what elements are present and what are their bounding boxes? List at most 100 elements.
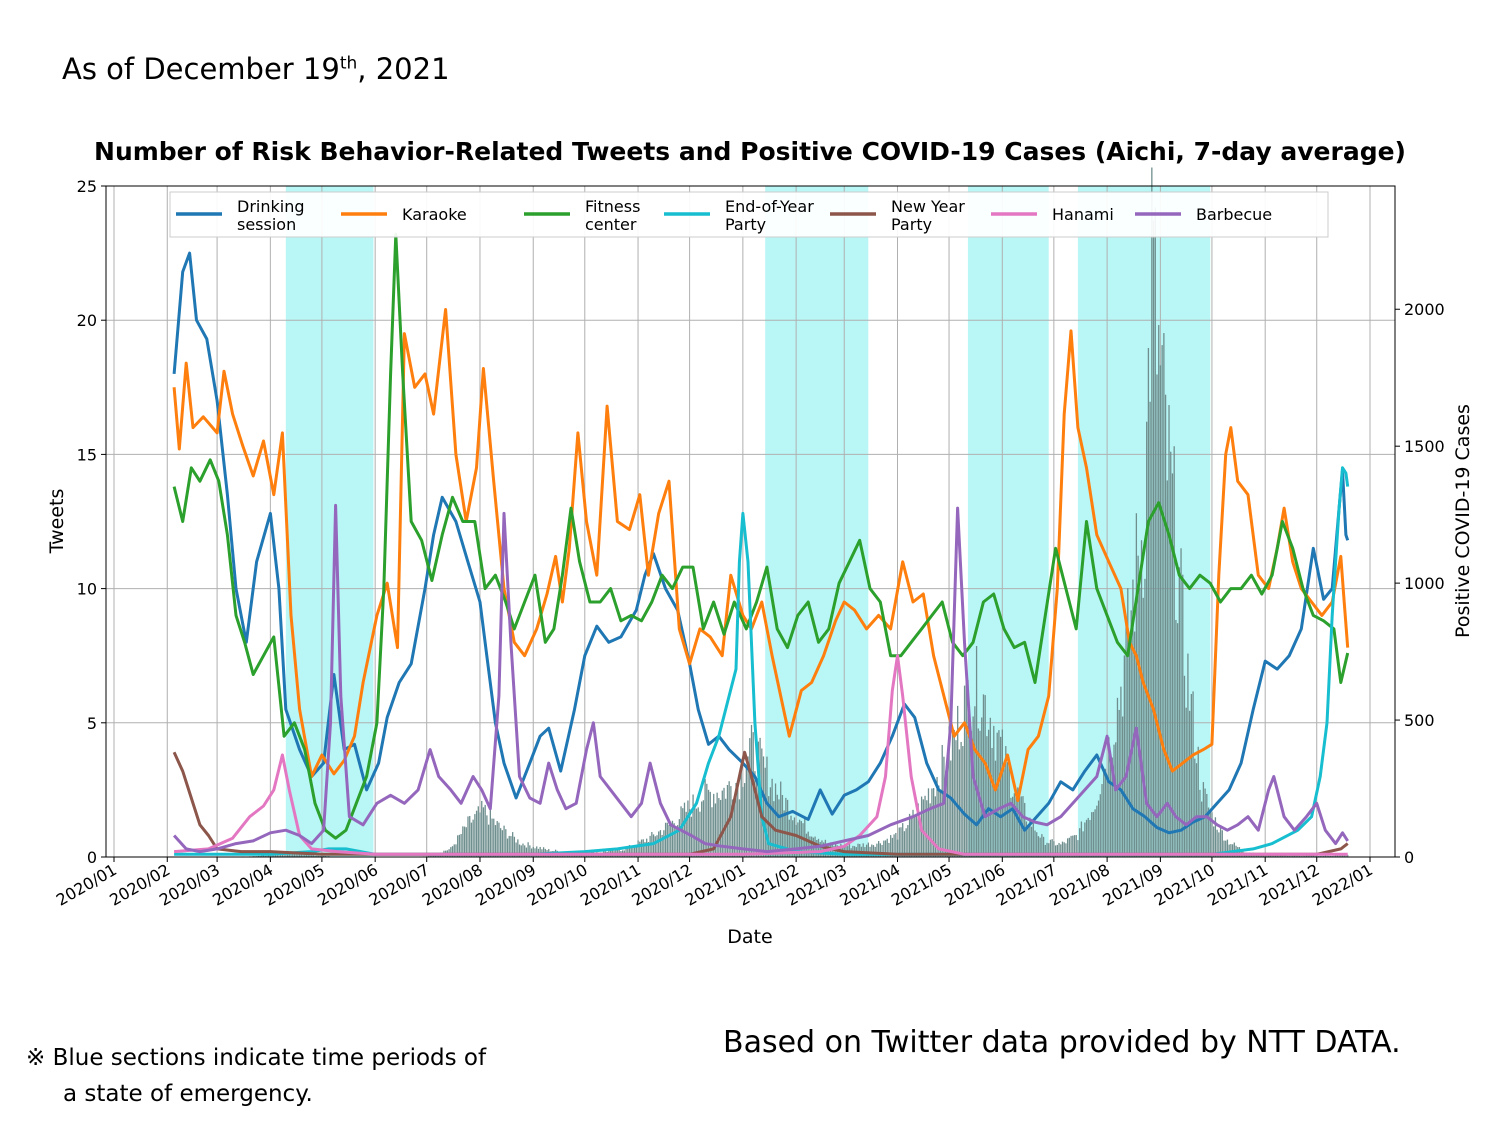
case-bar-198	[513, 836, 516, 857]
case-bar-461	[965, 669, 967, 857]
case-bar-443	[934, 796, 936, 857]
case-bar-533	[1089, 819, 1091, 857]
case-bar-505	[1041, 834, 1043, 857]
case-bar-446	[939, 792, 942, 857]
case-bar-347	[769, 787, 772, 857]
case-bar-650	[1290, 855, 1292, 857]
case-bar-463	[969, 732, 971, 857]
case-bar-266	[630, 847, 632, 857]
case-bar-180	[482, 807, 485, 857]
case-bar-201	[518, 844, 521, 857]
ytick-label-20: 20	[77, 311, 97, 330]
case-bar-280	[654, 836, 656, 857]
case-bar-427	[907, 825, 909, 857]
case-bar-307	[701, 801, 703, 857]
case-bar-77	[305, 854, 308, 857]
case-bar-660	[1307, 855, 1309, 857]
case-bar-593	[1192, 691, 1194, 857]
case-bar-542	[1104, 768, 1107, 857]
case-bar-404	[867, 842, 869, 857]
case-bar-50	[259, 855, 261, 857]
emergency-bands	[285, 186, 1211, 857]
case-bar-204	[524, 845, 526, 857]
case-bar-462	[967, 679, 969, 857]
case-bar-519	[1065, 843, 1067, 857]
case-bar-525	[1075, 835, 1077, 857]
case-bar-281	[656, 835, 658, 857]
case-bar-428	[908, 813, 911, 857]
case-bar-496	[1025, 821, 1028, 857]
case-bar-54	[266, 855, 268, 857]
case-bar-641	[1274, 855, 1277, 857]
y2-axis-label: Positive COVID-19 Cases	[1452, 404, 1474, 638]
case-bar-517	[1061, 841, 1064, 857]
case-bar-667	[1319, 855, 1321, 857]
case-bar-513	[1054, 845, 1057, 857]
case-bar-353	[780, 781, 782, 857]
case-bar-297	[683, 802, 686, 857]
case-bar-661	[1309, 855, 1311, 857]
case-bar-51	[261, 855, 263, 857]
case-bar-617	[1233, 842, 1235, 857]
case-bar-541	[1103, 768, 1105, 857]
case-bar-67	[288, 853, 290, 857]
case-bar-288	[668, 824, 670, 857]
case-bar-453	[951, 729, 954, 857]
case-bar-263	[625, 847, 627, 857]
case-bar-183	[487, 824, 490, 857]
case-bar-327	[735, 782, 737, 857]
case-bar-69	[292, 853, 294, 857]
legend-label-drinking-session-2: session	[237, 215, 296, 234]
case-bar-350	[774, 783, 777, 857]
case-bar-489	[1013, 793, 1016, 857]
case-bar-665	[1316, 855, 1318, 857]
case-bar-409	[876, 843, 878, 857]
case-bar-87	[323, 855, 325, 857]
case-bar-202	[520, 845, 522, 857]
case-bar-359	[790, 815, 792, 857]
case-bar-275	[646, 838, 648, 857]
case-bar-170	[465, 827, 467, 857]
case-bar-503	[1037, 836, 1040, 857]
case-bar-414	[884, 840, 887, 857]
case-bar-338	[754, 771, 756, 857]
case-bar-194	[506, 838, 509, 857]
case-bar-63	[281, 854, 284, 857]
case-bar-560	[1135, 513, 1138, 857]
case-bar-181	[484, 804, 486, 857]
case-bar-549	[1116, 697, 1119, 857]
case-bar-536	[1094, 809, 1096, 857]
case-bar-149	[429, 855, 431, 857]
case-bar-539	[1099, 794, 1101, 857]
case-bar-55	[268, 855, 270, 857]
case-bar-594	[1194, 758, 1196, 857]
case-bar-558	[1132, 579, 1134, 857]
case-bar-589	[1185, 707, 1187, 857]
case-bar-607	[1216, 829, 1218, 857]
case-bar-477	[993, 725, 995, 857]
case-bar-485	[1006, 762, 1009, 857]
y2tick-label-1500: 1500	[1404, 437, 1445, 456]
ytick-label-0: 0	[87, 848, 97, 867]
case-bar-70	[293, 853, 296, 857]
line-fitness-center	[172, 232, 1350, 840]
case-bar-76	[304, 853, 306, 857]
case-bar-603	[1209, 810, 1211, 857]
case-bar-57	[271, 855, 273, 857]
case-bar-282	[658, 831, 660, 857]
case-bar-291	[673, 823, 675, 857]
plot-frame	[105, 185, 1396, 858]
case-bar-554	[1125, 616, 1127, 857]
case-bar-211	[536, 846, 538, 857]
case-bar-346	[768, 796, 770, 857]
case-bar-377	[821, 840, 823, 857]
case-bar-185	[491, 818, 493, 857]
case-bar-287	[666, 822, 668, 857]
case-bar-331	[742, 786, 744, 857]
case-bar-343	[762, 756, 765, 857]
ytick-label-15: 15	[77, 445, 97, 464]
case-bar-361	[793, 817, 796, 857]
case-bar-439	[927, 788, 930, 857]
case-bar-279	[652, 834, 655, 857]
case-bar-451	[948, 726, 950, 857]
